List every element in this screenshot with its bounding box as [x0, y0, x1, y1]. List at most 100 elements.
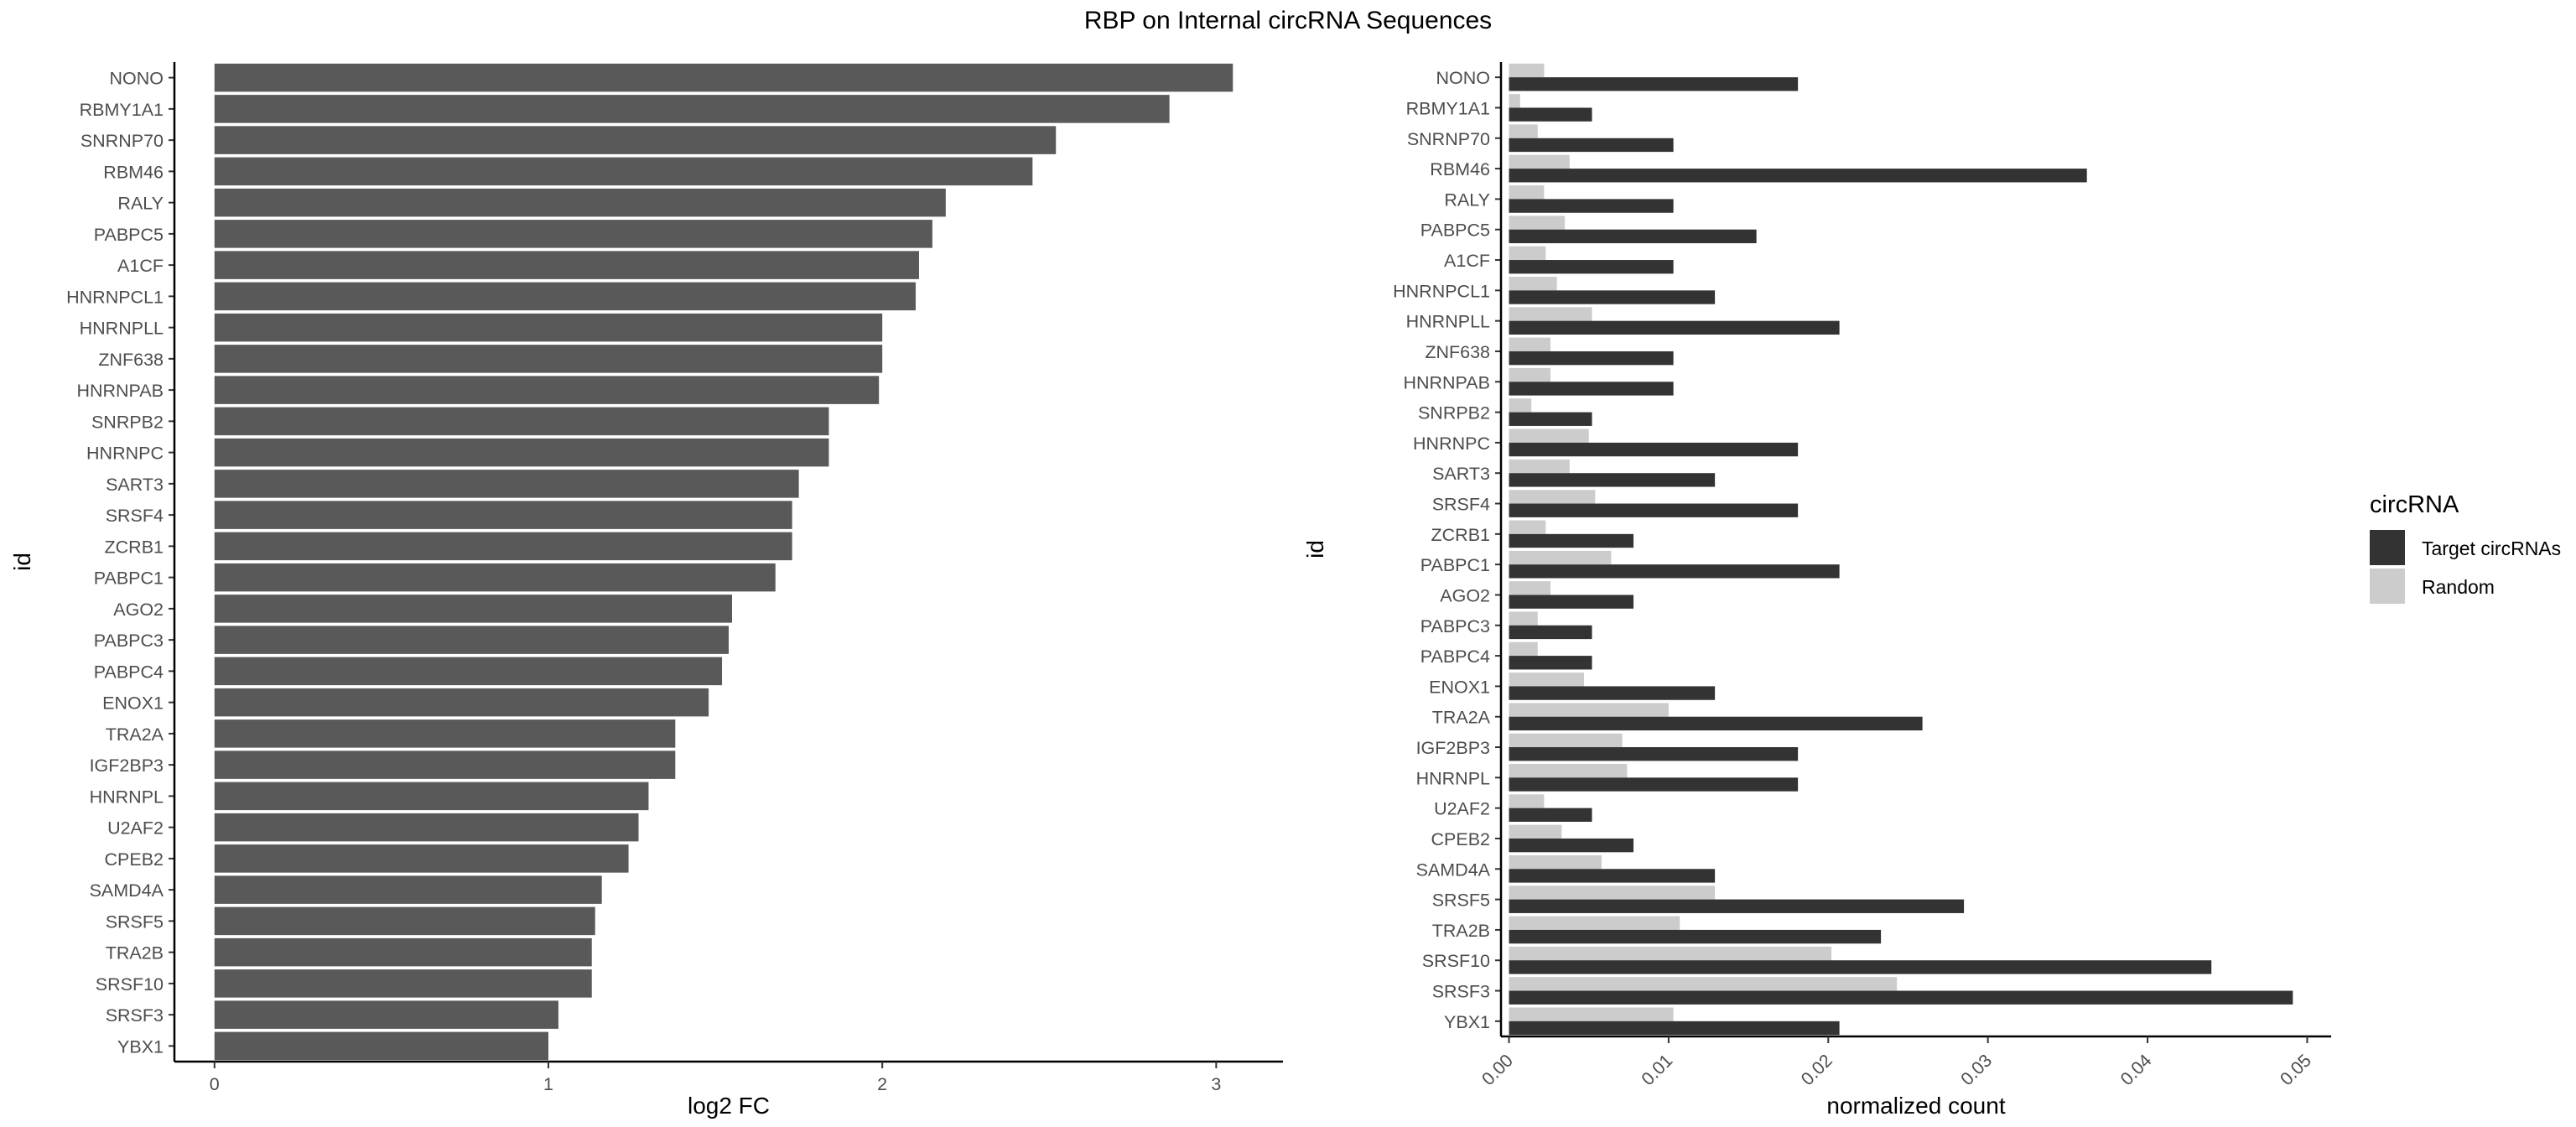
- bar-target-pabpc5: [1509, 229, 1757, 244]
- y-tick-label: SAMD4A: [1416, 860, 1491, 880]
- bar-random-igf2bp3: [1509, 733, 1623, 748]
- y-tick-label: ENOX1: [1429, 677, 1490, 697]
- bar-target-srsf5: [1509, 899, 1965, 913]
- y-tick-label: HNRNPC: [1413, 434, 1490, 454]
- y-tick-label: RBMY1A1: [80, 100, 164, 120]
- bar-target-hnrnpab: [1509, 382, 1674, 396]
- bar-target-hnrnpcl1: [1509, 290, 1716, 304]
- y-tick-label: HNRNPCL1: [1393, 281, 1490, 301]
- bar-target-hnrnpl: [1509, 777, 1799, 792]
- bar-target-znf638: [1509, 351, 1674, 366]
- y-tick-label: RBM46: [103, 162, 164, 182]
- bar-target-srsf4: [1509, 503, 1799, 517]
- y-tick-label: SRSF10: [1422, 951, 1490, 971]
- bar-log2fc-raly: [214, 188, 946, 217]
- y-tick-label: TRA2B: [1432, 921, 1490, 941]
- bar-random-hnrnpl: [1509, 764, 1628, 778]
- y-tick-label: PABPC1: [94, 569, 164, 589]
- y-tick-label: IGF2BP3: [1416, 738, 1490, 758]
- y-tick-label: SRSF5: [1432, 891, 1490, 911]
- bar-target-u2af2: [1509, 808, 1592, 822]
- y-tick-label: ZCRB1: [105, 537, 164, 557]
- bar-log2fc-u2af2: [214, 813, 639, 842]
- bar-random-raly: [1509, 185, 1545, 200]
- bar-random-nono: [1509, 63, 1545, 78]
- bar-log2fc-ybx1: [214, 1031, 548, 1061]
- bar-target-ago2: [1509, 595, 1634, 609]
- bar-random-srsf3: [1509, 977, 1898, 991]
- bar-target-cpeb2: [1509, 838, 1634, 853]
- y-tick-label: SRSF4: [1432, 495, 1490, 515]
- bar-log2fc-enox1: [214, 688, 709, 717]
- y-tick-label: RALY: [1444, 190, 1490, 210]
- bar-random-znf638: [1509, 337, 1551, 351]
- y-tick-label: TRA2A: [1432, 708, 1491, 728]
- y-tick-label: HNRNPLL: [80, 319, 164, 339]
- x-axis-title: log2 FC: [688, 1093, 770, 1119]
- bar-log2fc-rbm46: [214, 157, 1033, 186]
- bar-random-hnrnpcl1: [1509, 277, 1557, 291]
- y-tick-label: SART3: [106, 475, 164, 495]
- legend-title: circRNA: [2370, 491, 2459, 518]
- y-tick-label: RBMY1A1: [1406, 98, 1490, 118]
- bar-random-snrpb2: [1509, 398, 1532, 413]
- bar-random-ago2: [1509, 581, 1551, 595]
- bar-log2fc-igf2bp3: [214, 750, 676, 779]
- y-tick-label: HNRNPC: [86, 444, 164, 464]
- bar-random-pabpc5: [1509, 216, 1566, 230]
- bar-log2fc-zcrb1: [214, 532, 792, 561]
- bar-random-tra2b: [1509, 916, 1680, 930]
- bar-target-a1cf: [1509, 260, 1674, 274]
- bar-target-hnrnpll: [1509, 320, 1840, 335]
- bar-random-ybx1: [1509, 1007, 1674, 1021]
- y-tick-label: RBM46: [1430, 159, 1490, 179]
- bar-target-ybx1: [1509, 1021, 1840, 1036]
- bar-log2fc-srsf4: [214, 501, 792, 529]
- y-tick-label: HNRNPAB: [1403, 372, 1490, 392]
- y-tick-label: AGO2: [1440, 585, 1490, 605]
- y-tick-label: PABPC5: [1420, 221, 1490, 241]
- y-tick-label: ZNF638: [1425, 342, 1490, 362]
- legend: circRNA Target circRNAs Random: [2370, 491, 2561, 604]
- bar-random-enox1: [1509, 673, 1584, 687]
- y-tick-label: SRSF10: [96, 974, 164, 995]
- bar-target-srsf10: [1509, 960, 2212, 974]
- y-tick-label: HNRNPL: [90, 787, 164, 807]
- y-tick-label: SRSF4: [106, 506, 164, 526]
- bar-target-srsf3: [1509, 990, 2293, 1005]
- y-axis-title: id: [1302, 540, 1328, 558]
- bar-random-snrnp70: [1509, 124, 1538, 138]
- bar-target-snrnp70: [1509, 138, 1674, 153]
- legend-key-random: [2370, 569, 2405, 604]
- bar-log2fc-hnrnpcl1: [214, 282, 916, 311]
- bar-random-pabpc4: [1509, 641, 1538, 657]
- y-tick-label: SRSF3: [106, 1005, 164, 1026]
- y-tick-label: TRA2B: [106, 943, 164, 963]
- bar-log2fc-znf638: [214, 345, 883, 373]
- y-tick-label: NONO: [110, 69, 164, 89]
- normalized-count-panel: NONO RBMY1A1 SNRNP70 RBM46 RALY PABPC5 A1CF HNR…: [1302, 62, 2331, 1119]
- y-tick-label: A1CF: [117, 256, 164, 276]
- legend-label-random: Random: [2422, 576, 2495, 598]
- bar-random-srsf10: [1509, 946, 1832, 961]
- bar-random-a1cf: [1509, 246, 1546, 261]
- bar-log2fc-tra2b: [214, 937, 592, 967]
- bar-log2fc-srsf3: [214, 1000, 558, 1029]
- y-tick-label: RALY: [117, 194, 164, 214]
- bar-log2fc-snrpb2: [214, 407, 829, 436]
- y-tick-label: HNRNPCL1: [66, 287, 164, 307]
- y-tick-label: SNRPB2: [91, 412, 164, 432]
- y-tick-label: HNRNPAB: [76, 381, 164, 401]
- y-tick-label: A1CF: [1444, 251, 1490, 271]
- bar-log2fc-srsf10: [214, 969, 592, 998]
- x-tick-label: 0: [210, 1074, 220, 1094]
- bar-log2fc-pabpc1: [214, 563, 776, 592]
- bar-target-rbmy1a1: [1509, 107, 1592, 122]
- bar-target-pabpc4: [1509, 656, 1592, 670]
- y-tick-label: AGO2: [113, 600, 164, 620]
- chart-title: RBP on Internal circRNA Sequences: [1084, 7, 1492, 34]
- bar-log2fc-nono: [214, 63, 1233, 92]
- x-tick-label: 2: [877, 1074, 887, 1094]
- bar-target-enox1: [1509, 686, 1716, 700]
